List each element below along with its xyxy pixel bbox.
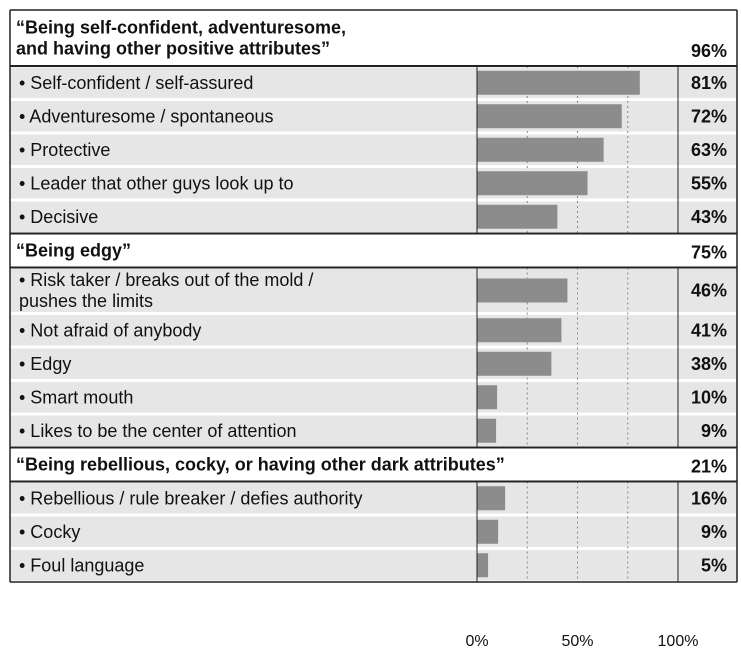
x-tick-label: 0% <box>465 633 488 649</box>
item-percent: 9% <box>701 421 727 441</box>
item-label: • Foul language <box>19 555 144 575</box>
bar <box>477 418 497 443</box>
item-label: • Decisive <box>19 207 98 227</box>
bar <box>477 104 622 129</box>
item-label: • Adventuresome / spontaneous <box>19 106 273 126</box>
x-tick-label: 100% <box>658 633 699 649</box>
item-label: • Self-confident / self-assured <box>19 73 253 93</box>
item-percent: 55% <box>691 173 727 193</box>
item-percent: 9% <box>701 522 727 542</box>
row-shade <box>10 550 737 581</box>
row-shade <box>10 415 737 446</box>
row-shade <box>10 483 737 514</box>
bar <box>477 385 498 410</box>
row-shade <box>10 168 737 199</box>
group-percent: 75% <box>691 243 727 263</box>
item-percent: 72% <box>691 106 727 126</box>
x-axis-ticks: 0% 50% 100% <box>465 633 698 649</box>
bar <box>477 519 499 544</box>
item-label: • Protective <box>19 140 110 160</box>
bar <box>477 486 506 511</box>
x-tick-label: 50% <box>561 633 593 649</box>
item-label: • Edgy <box>19 354 71 374</box>
item-percent: 16% <box>691 488 727 508</box>
item-label: • Cocky <box>19 522 80 542</box>
bar <box>477 70 640 95</box>
bar <box>477 278 568 303</box>
row-shade <box>10 516 737 547</box>
bar <box>477 137 604 162</box>
item-percent: 10% <box>691 387 727 407</box>
table-line-layer <box>9 9 738 583</box>
item-percent: 43% <box>691 207 727 227</box>
item-label: • Smart mouth <box>19 387 133 407</box>
group-label: “Being rebellious, cocky, or having othe… <box>16 455 505 475</box>
row-shade <box>10 382 737 413</box>
group-percent: 96% <box>691 41 727 61</box>
group-percent: 21% <box>691 457 727 477</box>
item-label: • Risk taker / breaks out of the mold / <box>19 270 313 290</box>
bar <box>477 553 489 578</box>
group-label: “Being edgy” <box>16 241 131 261</box>
item-label: pushes the limits <box>19 291 153 311</box>
row-shade <box>10 134 737 165</box>
item-percent: 63% <box>691 140 727 160</box>
item-label: • Rebellious / rule breaker / defies aut… <box>19 488 362 508</box>
group-label: “Being self-confident, adventuresome, <box>16 18 346 38</box>
item-percent: 41% <box>691 320 727 340</box>
bar-layer <box>477 70 640 578</box>
row-shade <box>10 269 737 312</box>
item-percent: 5% <box>701 555 727 575</box>
row-shade <box>10 315 737 346</box>
row-shade <box>10 201 737 232</box>
bar <box>477 204 558 229</box>
bar <box>477 318 562 343</box>
item-label: • Likes to be the center of attention <box>19 421 296 441</box>
bar <box>477 171 588 196</box>
bar <box>477 351 552 376</box>
text-layer: “Being self-confident, adventuresome,and… <box>16 18 727 576</box>
group-label: and having other positive attributes” <box>16 39 330 59</box>
item-percent: 81% <box>691 73 727 93</box>
item-percent: 38% <box>691 354 727 374</box>
row-shade <box>10 348 737 379</box>
item-label: • Leader that other guys look up to <box>19 173 293 193</box>
item-label: • Not afraid of anybody <box>19 320 201 340</box>
item-percent: 46% <box>691 281 727 301</box>
